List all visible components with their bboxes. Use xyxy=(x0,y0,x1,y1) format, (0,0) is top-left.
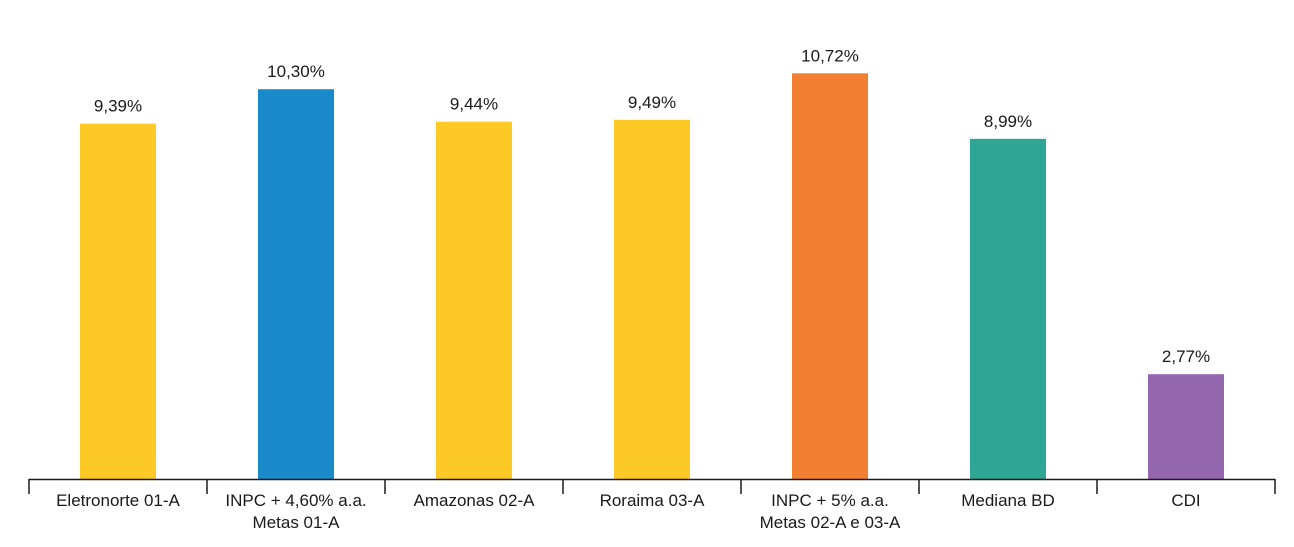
x-tick-label-2-line-2: Metas 01-A xyxy=(253,513,341,532)
data-label-7: 2,77% xyxy=(1162,347,1210,366)
bars-layer xyxy=(80,73,1224,480)
bar-5 xyxy=(792,73,868,480)
x-tick-label-6: Mediana BD xyxy=(961,491,1055,510)
data-label-1: 9,39% xyxy=(94,97,142,116)
bar-1 xyxy=(80,123,156,479)
bar-3 xyxy=(436,121,512,479)
bar-6 xyxy=(970,138,1046,480)
data-label-3: 9,44% xyxy=(450,95,498,114)
x-tick-label-2-line-1: INPC + 4,60% a.a. xyxy=(225,491,366,510)
bar-7 xyxy=(1148,374,1224,479)
x-tick-label-7: CDI xyxy=(1171,491,1200,510)
x-tick-label-4: Roraima 03-A xyxy=(600,491,706,510)
data-label-6: 8,99% xyxy=(984,112,1032,131)
x-tick-label-1: Eletronorte 01-A xyxy=(56,491,180,510)
category-labels-layer: Eletronorte 01-A INPC + 4,60% a.a. Metas 0… xyxy=(56,491,1201,532)
x-axis xyxy=(28,478,1276,494)
x-tick-label-3: Amazonas 02-A xyxy=(414,491,536,510)
value-labels-layer: 9,39% 10,30% 9,44% 9,49% 10,72% 8,99% 2,77% xyxy=(94,46,1210,366)
x-tick-label-5-line-1: INPC + 5% a.a. xyxy=(771,491,889,510)
bar-4 xyxy=(614,119,690,480)
data-label-4: 9,49% xyxy=(628,93,676,112)
bar-2 xyxy=(258,89,334,479)
data-label-2: 10,30% xyxy=(267,62,325,81)
data-label-5: 10,72% xyxy=(801,46,859,65)
x-tick-label-5-line-2: Metas 02-A e 03-A xyxy=(760,513,901,532)
